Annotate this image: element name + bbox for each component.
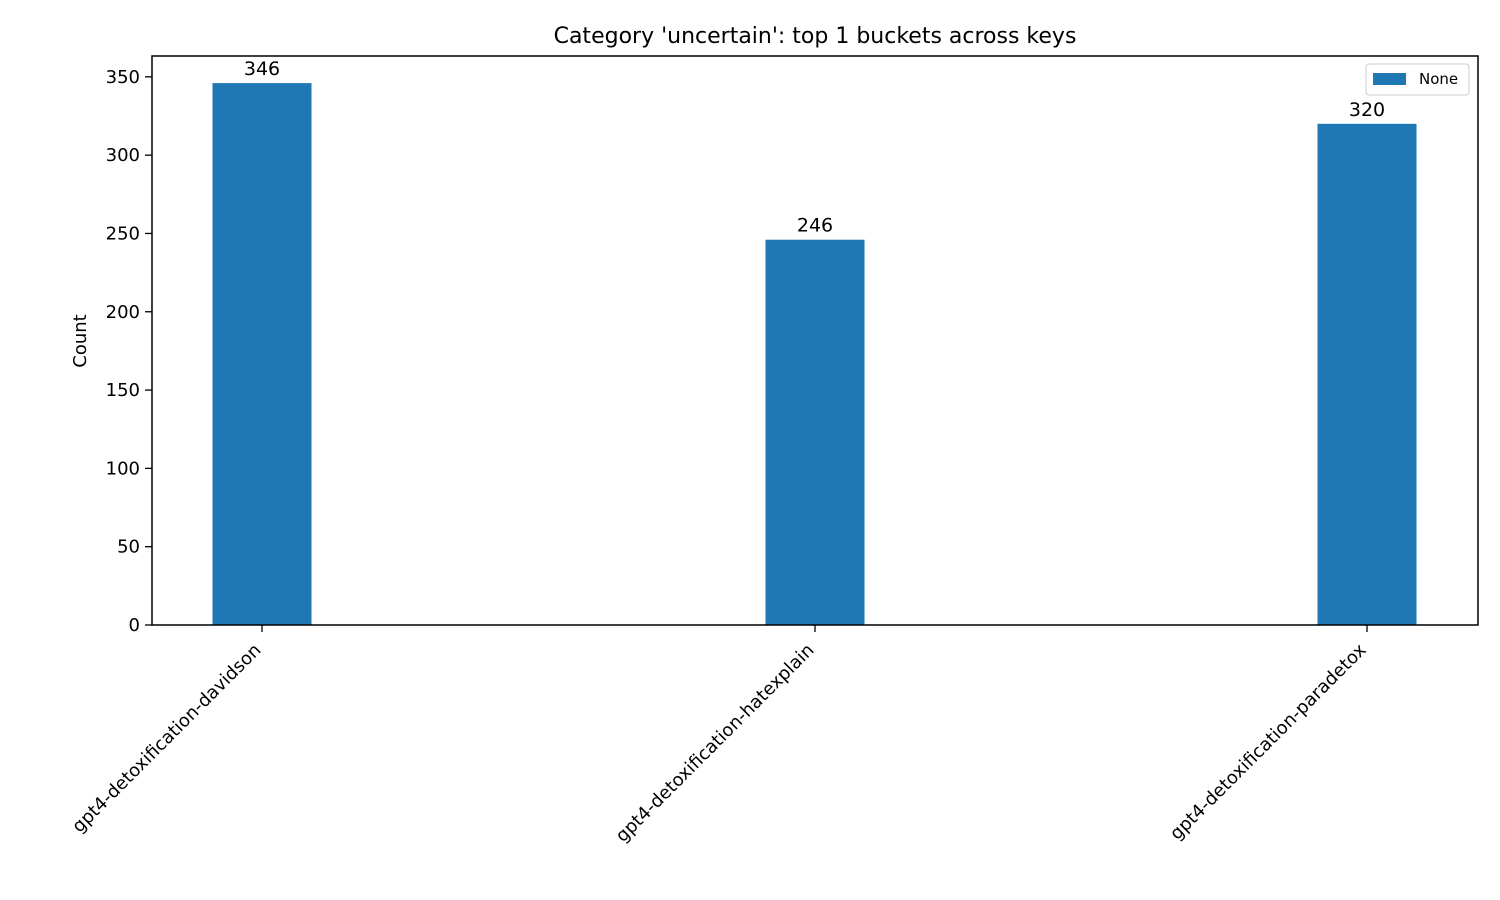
bar-2 xyxy=(1317,123,1417,625)
y-tick-label-2: 100 xyxy=(106,458,140,479)
y-tick-label-0: 0 xyxy=(129,615,140,636)
bar-value-label-1: 246 xyxy=(797,215,833,237)
y-axis: 0 50 100 150 200 250 300 350 xyxy=(106,67,152,636)
x-tick-label-2: gpt4-detoxification-paradetox xyxy=(1166,639,1371,844)
y-axis-label: Count xyxy=(70,314,91,367)
legend-label: None xyxy=(1419,70,1458,88)
y-tick-label-4: 200 xyxy=(106,302,140,323)
plot-frame xyxy=(151,55,1479,626)
bar-value-label-2: 320 xyxy=(1349,99,1385,121)
x-axis: gpt4-detoxification-davidson gpt4-detoxif… xyxy=(68,625,1371,847)
legend: None xyxy=(1365,63,1470,96)
x-tick-label-1: gpt4-detoxification-hatexplain xyxy=(612,640,819,847)
legend-swatch xyxy=(1373,73,1406,85)
bars-group: 346 246 320 xyxy=(212,58,1417,626)
legend-frame xyxy=(1365,63,1470,96)
y-tick-label-7: 350 xyxy=(106,67,140,88)
bar-value-label-0: 346 xyxy=(244,58,280,80)
chart-title: Category 'uncertain': top 1 buckets acro… xyxy=(554,24,1077,49)
y-tick-label-6: 300 xyxy=(106,145,140,166)
bar-1 xyxy=(765,239,865,625)
y-tick-label-1: 50 xyxy=(117,537,140,558)
bar-0 xyxy=(212,83,312,626)
y-tick-label-3: 150 xyxy=(106,380,140,401)
y-tick-label-5: 250 xyxy=(106,223,140,244)
x-tick-label-0: gpt4-detoxification-davidson xyxy=(68,640,265,837)
